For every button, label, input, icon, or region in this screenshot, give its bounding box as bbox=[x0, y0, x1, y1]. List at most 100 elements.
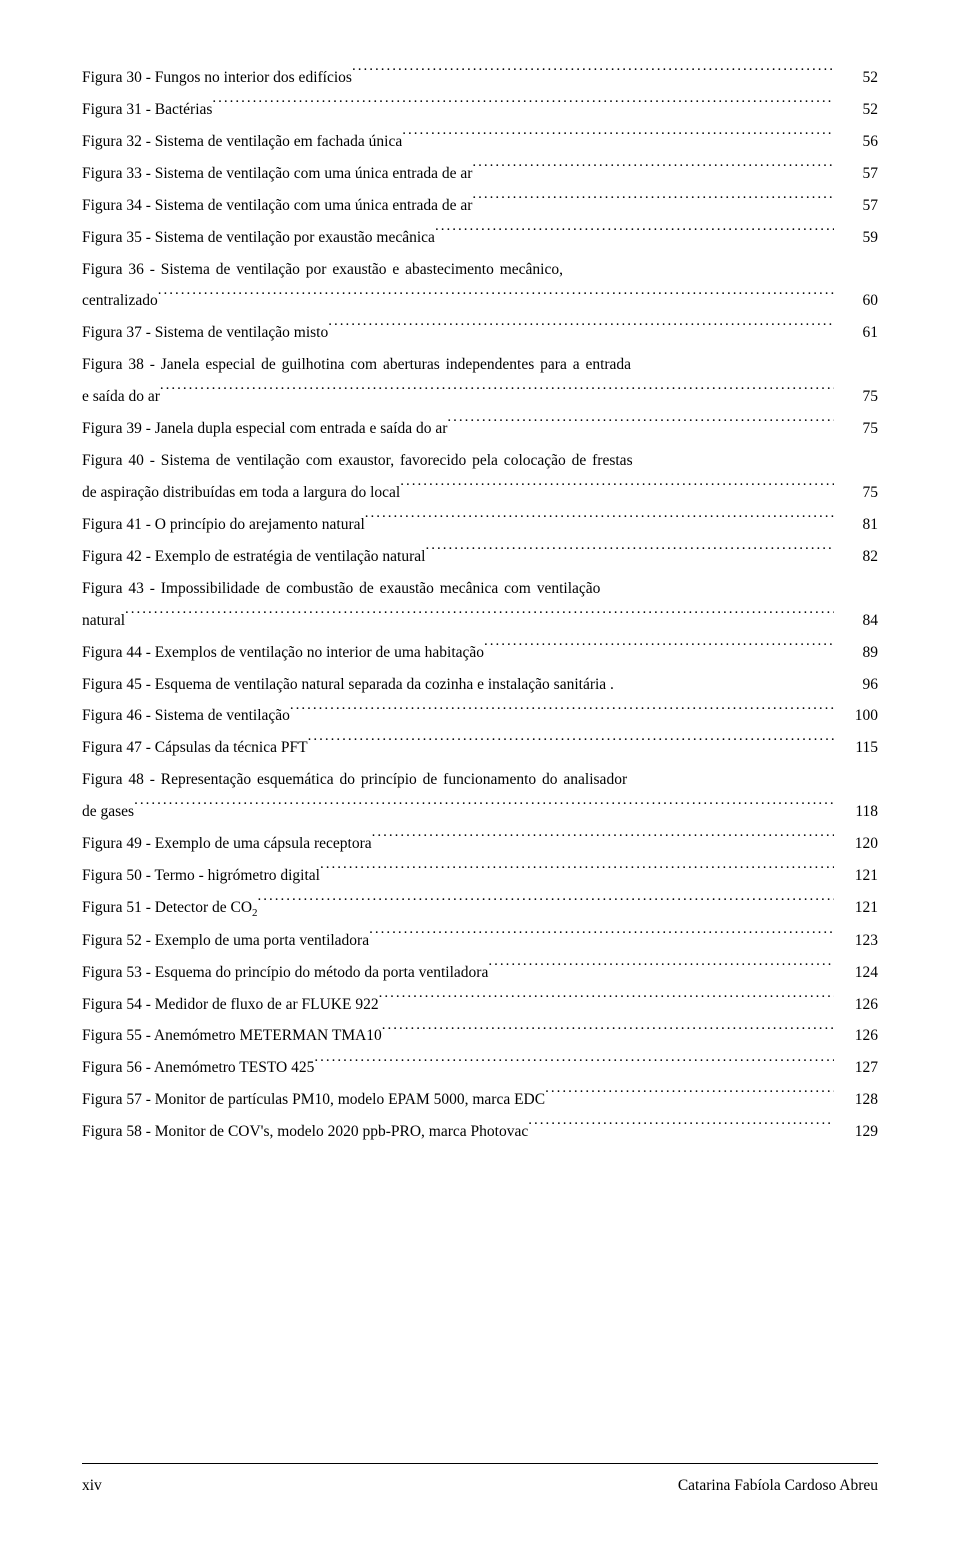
leader-dots bbox=[379, 990, 834, 1009]
leader-dots bbox=[435, 223, 834, 242]
entry-text: Figura 35 - Sistema de ventilação por ex… bbox=[82, 222, 435, 254]
entry-text: centralizado bbox=[82, 285, 158, 317]
figure-list: Figura 30 - Fungos no interior dos edifí… bbox=[82, 62, 878, 1148]
leader-dots bbox=[402, 127, 834, 146]
list-entry: Figura 47 - Cápsulas da técnica PFT 115 bbox=[82, 732, 878, 764]
page-number: 60 bbox=[834, 285, 878, 317]
entry-text: Figura 52 - Exemplo de uma porta ventila… bbox=[82, 925, 369, 957]
list-entry: Figura 44 - Exemplos de ventilação no in… bbox=[82, 637, 878, 669]
page-number: 115 bbox=[834, 732, 878, 764]
entry-text: Figura 58 - Monitor de COV's, modelo 202… bbox=[82, 1116, 528, 1148]
entry-text: de aspiração distribuídas em toda a larg… bbox=[82, 477, 400, 509]
page-number: 126 bbox=[834, 1020, 878, 1052]
page-number-roman: xiv bbox=[82, 1470, 102, 1502]
leader-dots bbox=[134, 798, 834, 817]
leader-dots bbox=[158, 287, 834, 306]
page-number: 56 bbox=[834, 126, 878, 158]
list-entry: Figura 49 - Exemplo de uma cápsula recep… bbox=[82, 828, 878, 860]
leader-dots bbox=[400, 478, 834, 497]
entry-text: Figura 34 - Sistema de ventilação com um… bbox=[82, 190, 472, 222]
entry-text: Figura 51 - Detector de CO2 bbox=[82, 892, 258, 925]
page-number: 127 bbox=[834, 1052, 878, 1084]
list-entry-line: Figura 40 - Sistema de ventilação com ex… bbox=[82, 445, 878, 477]
list-entry: Figura 31 - Bactérias 52 bbox=[82, 94, 878, 126]
page-number: 100 bbox=[834, 700, 878, 732]
list-entry: Figura 35 - Sistema de ventilação por ex… bbox=[82, 222, 878, 254]
list-entry-line: Figura 43 - Impossibilidade de combustão… bbox=[82, 573, 878, 605]
list-entry: Figura 42 - Exemplo de estratégia de ven… bbox=[82, 541, 878, 573]
leader-dots bbox=[352, 63, 834, 82]
page-number: 82 bbox=[834, 541, 878, 573]
list-entry: Figura 51 - Detector de CO2 121 bbox=[82, 892, 878, 925]
entry-text: Figura 46 - Sistema de ventilação bbox=[82, 700, 290, 732]
page-number: 129 bbox=[834, 1116, 878, 1148]
list-entry: natural 84 bbox=[82, 605, 878, 637]
list-entry-line: Figura 38 - Janela especial de guilhotin… bbox=[82, 349, 878, 381]
entry-text: e saída do ar bbox=[82, 381, 160, 413]
entry-text: Figura 30 - Fungos no interior dos edifí… bbox=[82, 62, 352, 94]
page-number: 61 bbox=[834, 317, 878, 349]
leader-dots bbox=[320, 861, 834, 880]
list-entry: Figura 32 - Sistema de ventilação em fac… bbox=[82, 126, 878, 158]
list-entry: Figura 56 - Anemómetro TESTO 425 127 bbox=[82, 1052, 878, 1084]
leader-dots bbox=[472, 159, 834, 178]
leader-dots bbox=[290, 702, 834, 721]
page-number: 75 bbox=[834, 477, 878, 509]
list-entry-line: Figura 36 - Sistema de ventilação por ex… bbox=[82, 254, 878, 286]
list-entry: centralizado 60 bbox=[82, 285, 878, 317]
list-entry: Figura 34 - Sistema de ventilação com um… bbox=[82, 190, 878, 222]
list-entry: Figura 58 - Monitor de COV's, modelo 202… bbox=[82, 1116, 878, 1148]
leader-dots bbox=[328, 319, 834, 338]
list-entry: Figura 52 - Exemplo de uma porta ventila… bbox=[82, 925, 878, 957]
leader-dots bbox=[472, 191, 834, 210]
leader-dots bbox=[365, 510, 834, 529]
entry-text: Figura 32 - Sistema de ventilação em fac… bbox=[82, 126, 402, 158]
leader-dots bbox=[125, 606, 834, 625]
page-footer: xiv Catarina Fabíola Cardoso Abreu bbox=[82, 1463, 878, 1502]
leader-dots bbox=[545, 1086, 834, 1105]
leader-dots bbox=[447, 415, 834, 434]
leader-dots bbox=[372, 830, 834, 849]
leader-dots bbox=[528, 1118, 834, 1137]
leader-dots bbox=[369, 926, 834, 945]
entry-text: Figura 53 - Esquema do princípio do méto… bbox=[82, 957, 488, 989]
page-number: 128 bbox=[834, 1084, 878, 1116]
list-entry: Figura 50 - Termo - higrómetro digital 1… bbox=[82, 860, 878, 892]
leader-dots bbox=[212, 95, 834, 114]
page-number: 96 bbox=[834, 669, 878, 701]
list-entry: Figura 30 - Fungos no interior dos edifí… bbox=[82, 62, 878, 94]
leader-dots bbox=[314, 1054, 834, 1073]
list-entry: Figura 46 - Sistema de ventilação 100 bbox=[82, 700, 878, 732]
page-number: 59 bbox=[834, 222, 878, 254]
entry-text: Figura 37 - Sistema de ventilação misto bbox=[82, 317, 328, 349]
list-entry: de aspiração distribuídas em toda a larg… bbox=[82, 477, 878, 509]
page-number: 75 bbox=[834, 381, 878, 413]
page-number: 81 bbox=[834, 509, 878, 541]
page-number: 121 bbox=[834, 860, 878, 892]
leader-dots bbox=[308, 734, 834, 753]
list-entry: Figura 57 - Monitor de partículas PM10, … bbox=[82, 1084, 878, 1116]
page-number: 126 bbox=[834, 989, 878, 1021]
leader-dots bbox=[258, 893, 834, 912]
page-number: 118 bbox=[834, 796, 878, 828]
list-entry: e saída do ar 75 bbox=[82, 381, 878, 413]
entry-text: Figura 49 - Exemplo de uma cápsula recep… bbox=[82, 828, 372, 860]
entry-text: Figura 39 - Janela dupla especial com en… bbox=[82, 413, 447, 445]
page-number: 52 bbox=[834, 94, 878, 126]
list-entry: Figura 55 - Anemómetro METERMAN TMA10 12… bbox=[82, 1020, 878, 1052]
page-number: 89 bbox=[834, 637, 878, 669]
page-number: 84 bbox=[834, 605, 878, 637]
leader-dots bbox=[382, 1022, 834, 1041]
page-number: 57 bbox=[834, 158, 878, 190]
page-number: 75 bbox=[834, 413, 878, 445]
entry-text: Figura 44 - Exemplos de ventilação no in… bbox=[82, 637, 484, 669]
page-number: 124 bbox=[834, 957, 878, 989]
list-entry: Figura 39 - Janela dupla especial com en… bbox=[82, 413, 878, 445]
page-number: 120 bbox=[834, 828, 878, 860]
page-number: 52 bbox=[834, 62, 878, 94]
list-entry: Figura 54 - Medidor de fluxo de ar FLUKE… bbox=[82, 989, 878, 1021]
leader-dots bbox=[160, 383, 834, 402]
entry-text: Figura 54 - Medidor de fluxo de ar FLUKE… bbox=[82, 989, 379, 1021]
entry-text: Figura 47 - Cápsulas da técnica PFT bbox=[82, 732, 308, 764]
list-entry: Figura 45 - Esquema de ventilação natura… bbox=[82, 669, 878, 701]
